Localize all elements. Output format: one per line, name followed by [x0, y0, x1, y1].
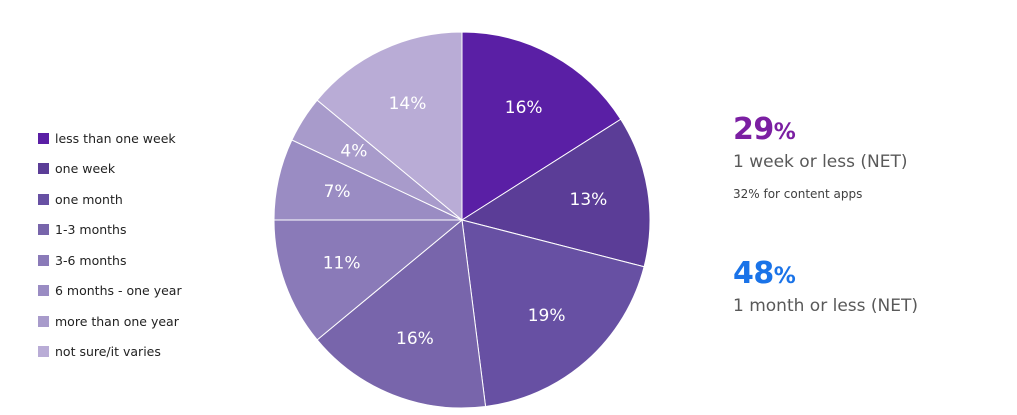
pie-slice-label: 11% [323, 253, 361, 273]
pie-slice-label: 19% [528, 306, 566, 326]
stat-callout-week: 29% 1 week or less (NET) 32% for content… [733, 111, 908, 201]
legend-label: more than one year [55, 313, 179, 329]
stat-value-month: 48% [733, 255, 918, 296]
pie-slice-label: 14% [389, 94, 427, 114]
legend-label: 6 months - one year [55, 283, 182, 299]
stat-number-month: 48 [733, 256, 774, 291]
legend-item: one week [38, 154, 258, 185]
pie-slice-label: 13% [570, 190, 608, 210]
legend: less than one week one week one month 1-3 m… [38, 123, 258, 367]
pie-slice [461, 31, 622, 221]
legend-swatch [38, 315, 49, 327]
legend-label: one month [55, 191, 123, 207]
legend-swatch [38, 163, 49, 175]
legend-swatch [38, 224, 49, 236]
pie-slice-label: 7% [324, 182, 351, 202]
stat-caption-week: 1 week or less (NET) [733, 152, 908, 172]
legend-item: 1-3 months [38, 215, 258, 246]
legend-item: 6 months - one year [38, 276, 258, 307]
legend-item: one month [38, 184, 258, 215]
pie-slice-label: 4% [340, 141, 367, 161]
legend-label: less than one week [55, 130, 176, 146]
legend-swatch [38, 132, 49, 144]
legend-swatch [38, 193, 49, 205]
pie-slice [316, 219, 487, 409]
legend-swatch [38, 285, 49, 297]
stat-number-week: 29 [733, 112, 774, 147]
legend-item: less than one week [38, 123, 258, 154]
legend-item: 3-6 months [38, 245, 258, 276]
pie-slice [273, 219, 464, 341]
legend-label: one week [55, 161, 116, 177]
pie-slice [316, 31, 463, 222]
legend-item: not sure/it varies [38, 337, 258, 368]
stat-value-week: 29% [733, 111, 908, 152]
legend-label: not sure/it varies [55, 344, 161, 360]
pie-slice-label: 16% [396, 329, 434, 349]
stat-unit-month: % [773, 264, 796, 289]
pie-slice-label: 16% [505, 98, 543, 118]
legend-label: 3-6 months [55, 252, 127, 268]
legend-item: more than one year [38, 306, 258, 337]
stat-callout-month: 48% 1 month or less (NET) [733, 255, 918, 318]
legend-label: 1-3 months [55, 222, 127, 238]
stat-unit-week: % [773, 120, 796, 145]
stat-caption-month: 1 month or less (NET) [733, 296, 918, 316]
stat-note-content-apps: 32% for content apps [733, 187, 863, 201]
legend-swatch [38, 254, 49, 266]
pie-slice [461, 219, 645, 408]
legend-swatch [38, 346, 49, 358]
pie-slice [460, 118, 651, 268]
